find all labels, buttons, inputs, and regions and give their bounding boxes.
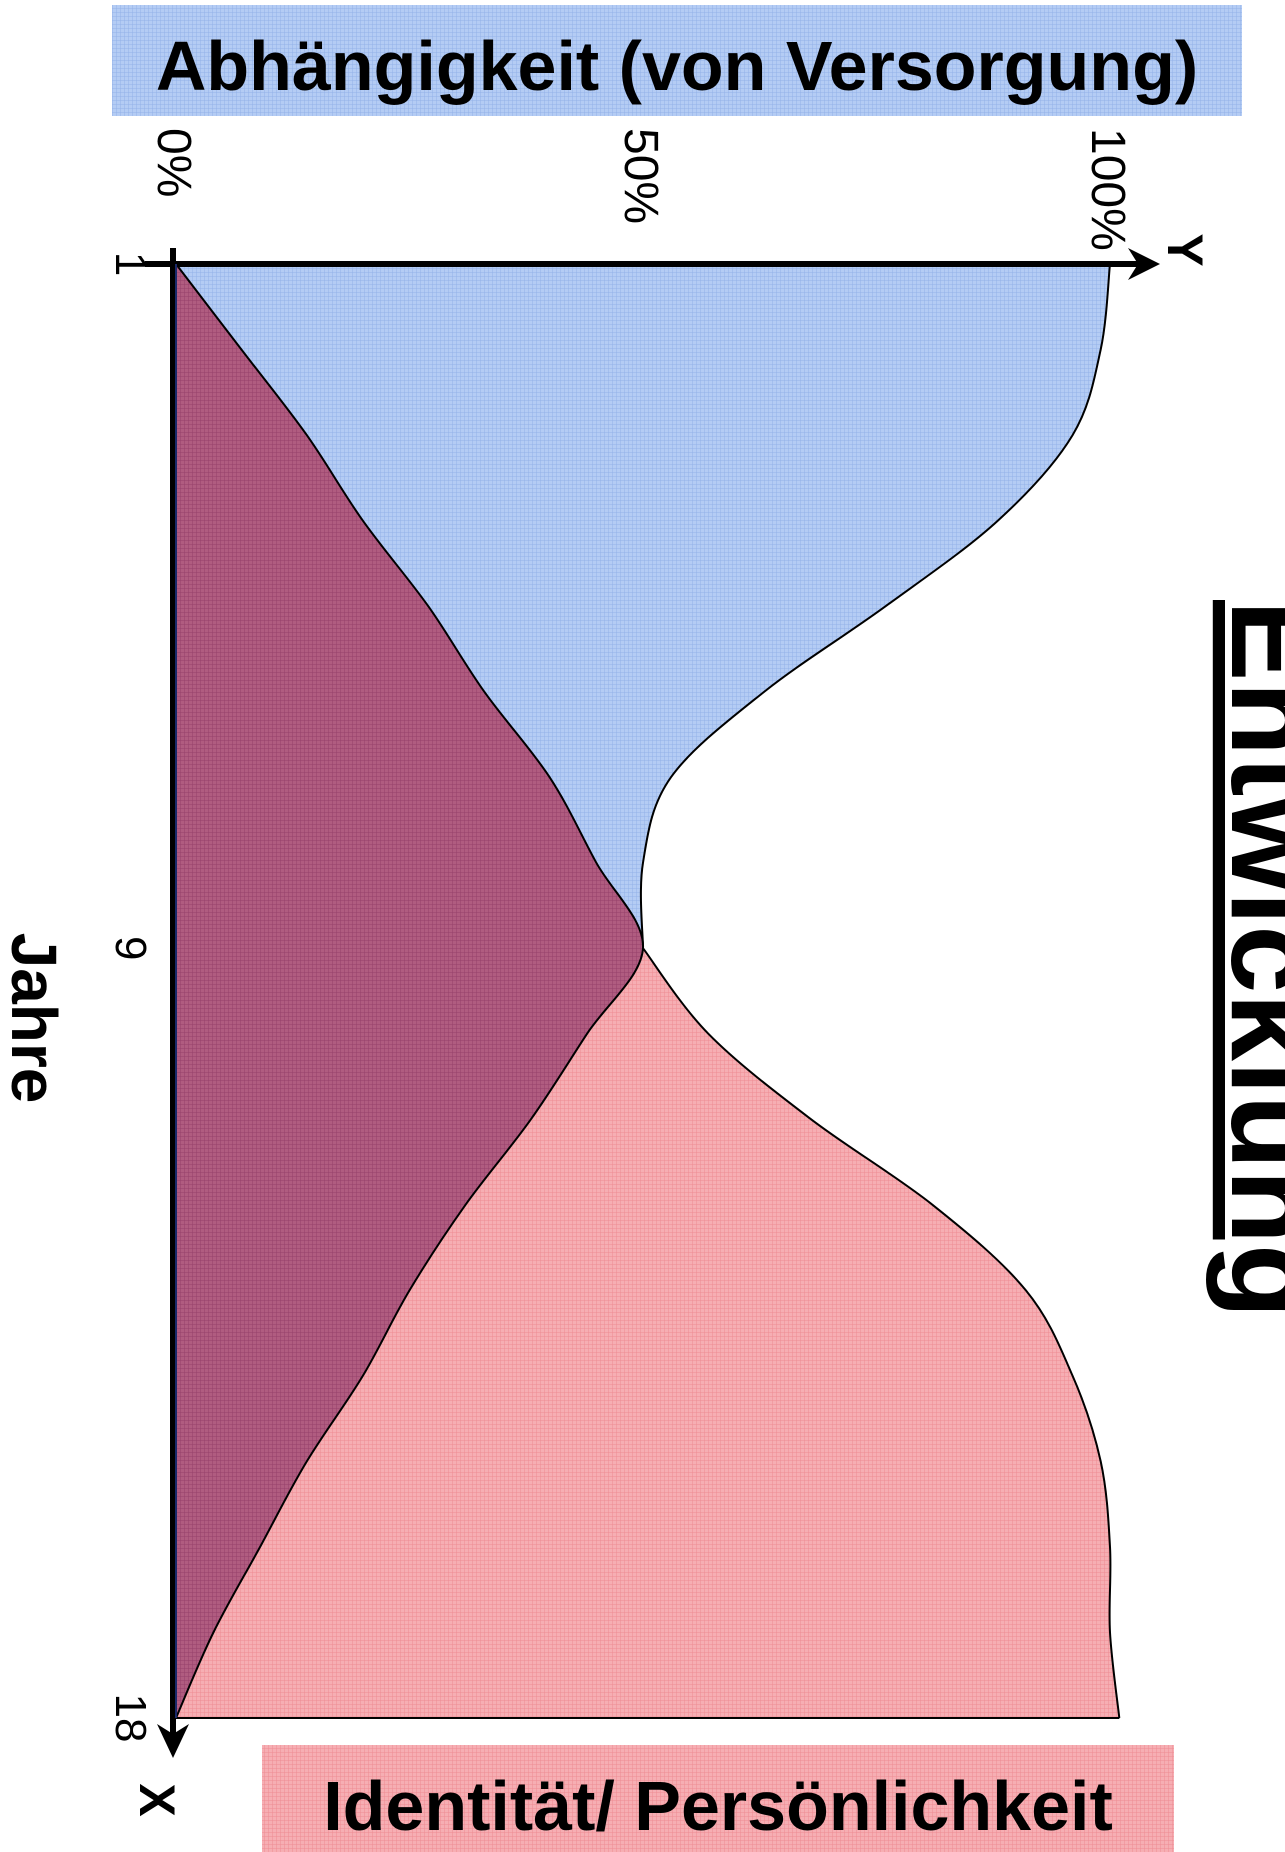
chart-title: Entwicklung bbox=[1206, 600, 1285, 1318]
overlap-area bbox=[176, 264, 644, 1718]
x-tick-label: 9 bbox=[106, 936, 155, 960]
y-tick-label: 100% bbox=[1081, 128, 1134, 251]
plot-areas bbox=[175, 263, 1121, 1719]
series-0-label: Abhängigkeit (von Versorgung) bbox=[156, 27, 1198, 105]
x-axis-label: Jahre bbox=[0, 933, 70, 1104]
y-tick-label: 0% bbox=[147, 128, 200, 197]
y-tick-label: 50% bbox=[614, 128, 667, 224]
x-axis-arrow bbox=[157, 1724, 189, 1758]
series-0-label-box bbox=[112, 5, 1242, 116]
series-0-area bbox=[176, 264, 1110, 949]
x-axis-letter: X bbox=[129, 1783, 185, 1816]
y-axis-letter: Y bbox=[1157, 233, 1213, 266]
series-1-label-box bbox=[262, 1745, 1174, 1852]
series-1-area bbox=[176, 948, 1120, 1718]
y-axis-arrow bbox=[1128, 248, 1160, 280]
x-tick-label: 18 bbox=[106, 1694, 155, 1743]
series-1-label: Identität/ Persönlichkeit bbox=[323, 1767, 1113, 1845]
series-0-line bbox=[639, 263, 1111, 949]
series-2-line bbox=[175, 263, 645, 1719]
series-1-line bbox=[642, 947, 1121, 1719]
